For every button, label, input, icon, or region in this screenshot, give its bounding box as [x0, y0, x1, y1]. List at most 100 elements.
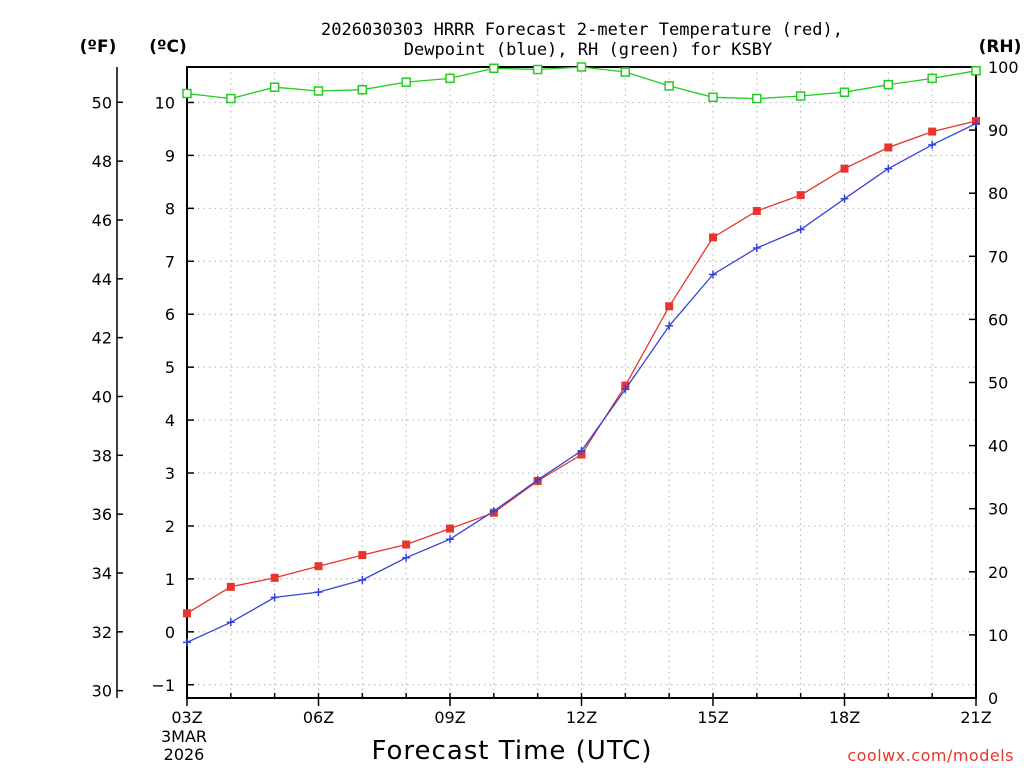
rh-point — [269, 82, 280, 92]
temperature-point — [928, 127, 937, 136]
x-tick-label: 15Z — [697, 708, 728, 727]
dewpoint-point — [446, 535, 454, 544]
temperature-point — [665, 302, 674, 311]
dewpoint-point — [665, 321, 674, 330]
temperature-point — [226, 582, 235, 591]
celsius-tick-label: 10 — [155, 93, 175, 112]
fahrenheit-tick-label: 34 — [92, 564, 112, 583]
dewpoint-point — [226, 618, 235, 627]
start-date-year: 2026 — [164, 745, 205, 764]
x-tick-label: 12Z — [566, 708, 597, 727]
rh-point — [401, 77, 411, 87]
dewpoint-point — [840, 194, 849, 203]
x-tick-label: 21Z — [960, 708, 991, 727]
celsius-tick-label: 5 — [165, 358, 175, 377]
rh-tick-label: 0 — [988, 689, 998, 708]
dewpoint-point — [533, 475, 542, 484]
dewpoint-point — [796, 225, 805, 234]
temperature-point — [709, 233, 717, 242]
dewpoint-point — [928, 140, 937, 149]
rh-point — [971, 66, 981, 76]
rh-tick-label: 40 — [988, 437, 1008, 456]
dewpoint-point — [884, 164, 893, 173]
celsius-tick-label: 4 — [165, 411, 175, 430]
rh-tick-label: 90 — [988, 121, 1008, 140]
rh-tick-label: 100 — [988, 58, 1019, 77]
dewpoint-point — [752, 244, 761, 253]
temperature-point — [402, 540, 411, 549]
rh-axis-label: (RH) — [979, 37, 1022, 57]
celsius-tick-label: −1 — [151, 676, 175, 695]
temperature-point — [884, 143, 893, 152]
rh-point — [532, 64, 543, 75]
fahrenheit-tick-label: 36 — [92, 505, 112, 524]
x-tick-label: 09Z — [434, 708, 465, 727]
temperature-point — [270, 573, 279, 582]
rh-tick-label: 60 — [988, 310, 1008, 329]
x-tick-label: 03Z — [171, 708, 202, 727]
x-tick-label: 06Z — [303, 708, 334, 727]
celsius-tick-label: 8 — [165, 199, 175, 218]
rh-point — [752, 93, 762, 104]
rh-tick-label: 10 — [988, 626, 1008, 645]
temperature-point — [314, 562, 323, 571]
start-date-month: 3MAR — [161, 727, 207, 746]
rh-point — [839, 87, 850, 97]
dewpoint-point — [314, 588, 323, 597]
temperature-point — [358, 551, 367, 560]
rh-point — [226, 93, 236, 104]
data-series — [182, 62, 981, 647]
rh-point — [445, 73, 455, 84]
dewpoint-point — [577, 446, 586, 455]
chart-title-line-2: Dewpoint (blue), RH (green) for KSBY — [404, 40, 772, 60]
x-axis-title: Forecast Time (UTC) — [371, 736, 652, 766]
rh-tick-label: 80 — [988, 184, 1008, 203]
rh-point — [664, 81, 674, 91]
dewpoint-line — [186, 123, 977, 643]
temperature-point — [446, 524, 454, 533]
fahrenheit-tick-label: 46 — [92, 211, 112, 230]
rh-point — [708, 92, 718, 103]
fahrenheit-tick-label: 32 — [92, 623, 112, 642]
rh-tick-label: 20 — [988, 563, 1008, 582]
celsius-tick-label: 1 — [165, 570, 175, 589]
celsius-tick-label: 2 — [165, 517, 175, 536]
celsius-tick-label: 3 — [165, 464, 175, 483]
fahrenheit-tick-label: 44 — [92, 270, 112, 289]
fahrenheit-tick-label: 40 — [92, 387, 112, 406]
rh-tick-label: 30 — [988, 500, 1008, 519]
dewpoint-point — [358, 575, 367, 584]
dewpoint-point — [402, 553, 411, 562]
temperature-point — [840, 164, 849, 173]
temperature-point — [796, 191, 805, 200]
rh-point — [182, 88, 192, 99]
x-tick-label: 18Z — [829, 708, 860, 727]
dewpoint-point — [972, 119, 980, 128]
dewpoint-point — [183, 638, 191, 647]
temperature-point — [183, 609, 191, 618]
fahrenheit-axis-label: (ºF) — [80, 37, 117, 57]
rh-point — [927, 73, 937, 84]
rh-point — [489, 63, 499, 74]
site-credit: coolwx.com/models — [847, 746, 1014, 765]
dewpoint-point — [270, 593, 279, 602]
rh-tick-label: 50 — [988, 374, 1008, 393]
dewpoint-point — [489, 507, 498, 516]
celsius-tick-label: 7 — [165, 252, 175, 271]
fahrenheit-tick-label: 30 — [92, 682, 112, 701]
rh-point — [883, 79, 894, 90]
fahrenheit-tick-label: 38 — [92, 446, 112, 465]
celsius-tick-label: 9 — [165, 146, 175, 165]
fahrenheit-tick-label: 48 — [92, 152, 112, 171]
celsius-axis-label: (ºC) — [149, 37, 187, 57]
fahrenheit-tick-label: 50 — [92, 93, 112, 112]
chart-title-line-1: 2026030303 HRRR Forecast 2-meter Tempera… — [321, 20, 843, 40]
rh-point — [620, 67, 631, 77]
rh-point — [313, 86, 324, 96]
rh-point — [795, 91, 806, 101]
rh-point — [576, 62, 587, 72]
rh-point — [357, 84, 368, 95]
fahrenheit-tick-label: 42 — [92, 329, 112, 348]
